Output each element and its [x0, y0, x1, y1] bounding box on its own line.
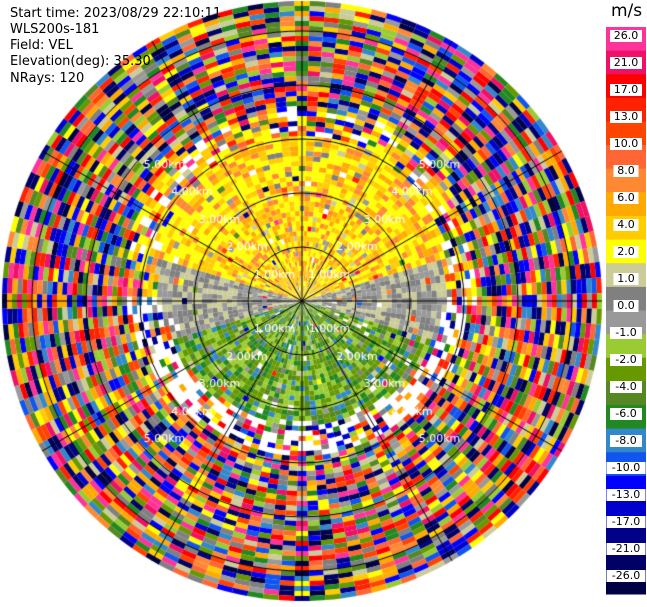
colorbar-tick-label: -8.0 — [615, 434, 636, 447]
colorbar-tick-label: 17.0 — [614, 83, 639, 96]
colorbar-tick-label: -30.0 — [612, 596, 640, 598]
colorbar-tick-bg — [613, 273, 639, 285]
colorbar-tick-bg — [606, 597, 646, 598]
nrays-label: NRays: 120 — [10, 71, 85, 86]
start-time-label: Start time: 2023/08/29 22:10:11 — [10, 6, 222, 21]
colorbar-tick-bg — [610, 327, 642, 339]
colorbar-tick-label: 21.0 — [614, 56, 639, 69]
colorbar-tick-bg — [613, 246, 639, 258]
colorbar-tick-bg — [613, 300, 639, 312]
colorbar-tick-label: 2.0 — [617, 245, 635, 258]
colorbar-tick-label: 6.0 — [617, 191, 635, 204]
colorbar-tick-bg — [606, 570, 646, 582]
colorbar-tick-label: -4.0 — [615, 380, 636, 393]
colorbar-tick-bg — [606, 489, 646, 501]
colorbar-tick-bg — [610, 57, 642, 69]
colorbar-tick-label: 0.0 — [617, 299, 635, 312]
colorbar-tick-bg — [610, 84, 642, 96]
field-label: Field: VEL — [10, 38, 73, 53]
colorbar-tick-bg — [610, 30, 642, 42]
colorbar-tick-bg — [610, 138, 642, 150]
colorbar-tick-bg — [610, 408, 642, 420]
colorbar-tick-bg — [613, 192, 639, 204]
colorbar-tick-label: -13.0 — [612, 488, 640, 501]
velocity-colorbar: 26.0 21.0 17.0 13.0 10.0 8.0 6.0 4.0 2.0 1.0 0.0 -1… — [606, 27, 646, 598]
colorbar-tick-bg — [610, 435, 642, 447]
colorbar-tick-label: -26.0 — [612, 569, 640, 582]
colorbar-tick-label: 8.0 — [617, 164, 635, 177]
colorbar-tick-label: -1.0 — [615, 326, 636, 339]
colorbar-tick-bg — [613, 165, 639, 177]
colorbar-tick-bg — [613, 219, 639, 231]
colorbar-tick-label: 4.0 — [617, 218, 635, 231]
colorbar-tick-label: -17.0 — [612, 515, 640, 528]
colorbar-tick-bg — [610, 111, 642, 123]
colorbar-tick-bg — [606, 462, 646, 474]
colorbar-tick-bg — [610, 354, 642, 366]
colorbar-tick-label: 1.0 — [617, 272, 635, 285]
colorbar-tick-bg — [606, 516, 646, 528]
elevation-label: Elevation(deg): 35.30 — [10, 54, 151, 69]
colorbar-tick-bg — [610, 381, 642, 393]
colorbar-title: m/s — [611, 1, 643, 21]
instrument-label: WLS200s-181 — [10, 22, 100, 37]
colorbar-tick-label: -21.0 — [612, 542, 640, 555]
colorbar-tick-label: 13.0 — [614, 110, 639, 123]
colorbar-tick-label: -2.0 — [615, 353, 636, 366]
colorbar-tick-bg — [606, 543, 646, 555]
colorbar-tick-label: 10.0 — [614, 137, 639, 150]
colorbar-tick-label: -10.0 — [612, 461, 640, 474]
colorbar-tick-label: 26.0 — [614, 29, 639, 42]
colorbar-tick-label: -6.0 — [615, 407, 636, 420]
